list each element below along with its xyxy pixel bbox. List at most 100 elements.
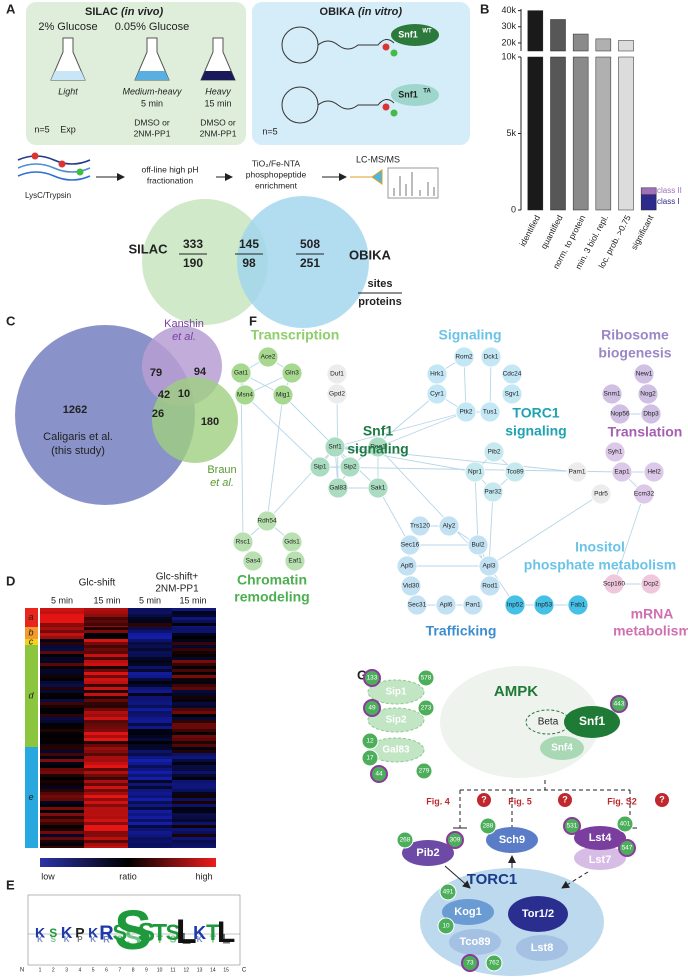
arrow [561, 871, 589, 889]
site-badge [437, 917, 455, 935]
node-label: Ecm32 [634, 491, 655, 498]
heatmap-cell [128, 801, 172, 804]
venn-silac [142, 199, 268, 325]
network-node [637, 383, 659, 405]
logo-position: 4 [79, 967, 82, 973]
logo-letter: S [143, 933, 151, 946]
y-tick-label: 5k [506, 128, 516, 138]
network-node [480, 346, 502, 368]
heatmap-cell [128, 645, 172, 648]
network-node [399, 534, 421, 556]
heatmap-cell [128, 726, 172, 729]
heatmap-cell [128, 840, 172, 843]
label: Sip1 [385, 687, 407, 698]
bar [527, 56, 544, 211]
node-label: Sec31 [408, 602, 427, 609]
heatmap-cell [84, 825, 128, 828]
label: off-line high pH [141, 164, 198, 174]
heatmap-cell [172, 717, 216, 720]
heatmap-cell [84, 699, 128, 702]
logo-letter: P [75, 925, 84, 941]
heatmap-cell [84, 756, 128, 759]
node-label: Npr1 [468, 469, 482, 476]
label: 2% Glucose [38, 21, 97, 33]
bar [550, 19, 566, 52]
node-label: Apl3 [482, 563, 495, 570]
network-node [640, 403, 662, 425]
site-label: 73 [466, 960, 474, 967]
heatmap-cell [40, 617, 84, 620]
node-label: Pam1 [569, 469, 586, 476]
heatmap-cell [84, 795, 128, 798]
heatmap-cell [172, 843, 216, 846]
node-label: Nop56 [610, 411, 630, 418]
label: low [41, 871, 55, 881]
network-node [533, 594, 555, 616]
heatmap-cell [84, 771, 128, 774]
heatmap-cell [172, 672, 216, 675]
label: et al. [210, 477, 234, 489]
heatmap-cell [172, 654, 216, 657]
heatmap-cell [172, 762, 216, 765]
heatmap-cell [84, 810, 128, 813]
heatmap-cell [40, 636, 84, 639]
logo-position: 7 [118, 967, 121, 973]
label: Kog1 [454, 906, 482, 918]
bar [618, 56, 634, 211]
label: Beta [538, 717, 559, 728]
label: Snf1 [398, 89, 418, 99]
heatmap-cell [172, 774, 216, 777]
heatmap-cell [128, 768, 172, 771]
cluster-label: c [29, 636, 34, 646]
network-node [604, 441, 626, 463]
logo-letter: S [125, 925, 142, 953]
heatmap-cell [172, 693, 216, 696]
bar-segment [640, 194, 657, 211]
spectrum [387, 167, 439, 199]
label: high [195, 871, 212, 881]
network-node [257, 346, 279, 368]
heatmap-cell [128, 807, 172, 810]
heatmap-cell [40, 774, 84, 777]
heatmap-cell [172, 819, 216, 822]
heatmap-cell [84, 753, 128, 756]
label: (in vivo) [121, 6, 164, 18]
heatmap-cell [128, 777, 172, 780]
heatmap-cell [84, 687, 128, 690]
heatmap-cell [128, 654, 172, 657]
site-badge [396, 831, 414, 849]
heatmap-cell [84, 816, 128, 819]
label: (this study) [51, 445, 105, 457]
panel-label: C [6, 313, 16, 328]
heatmap-cell [40, 807, 84, 810]
node-label: Cyr1 [430, 391, 444, 398]
heatmap-cell [84, 774, 128, 777]
site-label: 12 [366, 738, 374, 745]
heatmap-cell [172, 702, 216, 705]
heatmap-cell [128, 828, 172, 831]
subunit [367, 679, 425, 705]
heatmap-cell [172, 705, 216, 708]
flask-medium [51, 71, 85, 80]
heatmap-cell [128, 636, 172, 639]
label: Sch9 [499, 834, 525, 846]
heatmap-cell [40, 684, 84, 687]
network-edge [282, 394, 336, 448]
heatmap-cell [128, 642, 172, 645]
cluster-bar [25, 747, 38, 848]
network-node [504, 594, 526, 616]
heatmap-cell [84, 693, 128, 696]
heatmap-cell [128, 741, 172, 744]
dot [390, 49, 398, 57]
label: Lst8 [531, 942, 554, 954]
network-node [309, 456, 331, 478]
logo-letter: P [77, 935, 83, 944]
site-label: 578 [421, 675, 432, 682]
heatmap-cell [128, 735, 172, 738]
heatmap-cell [84, 732, 128, 735]
heatmap-cell [40, 633, 84, 636]
node-label: Snm1 [604, 391, 621, 398]
heatmap-cell [172, 834, 216, 837]
logo-position: 3 [65, 967, 68, 973]
heatmap-cell [84, 789, 128, 792]
